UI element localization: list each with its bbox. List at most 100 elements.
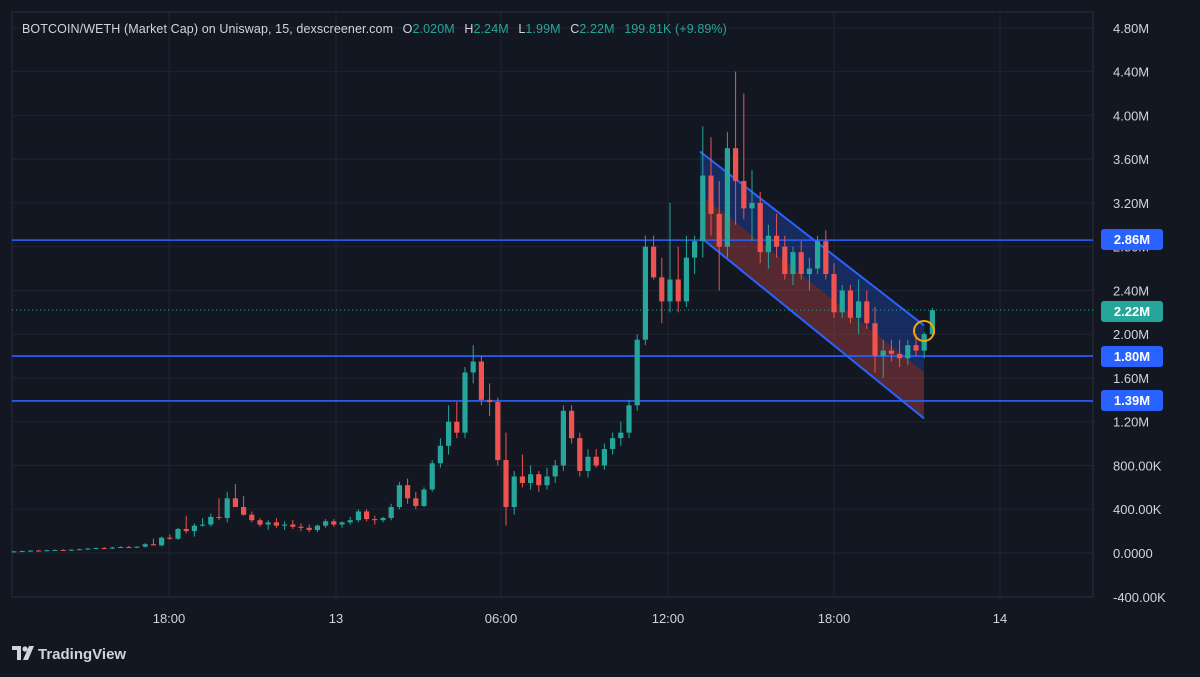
candle-up [806, 268, 812, 275]
candle-down [741, 181, 747, 209]
candle-down [733, 148, 739, 182]
candle-up [856, 301, 862, 318]
candle-down [232, 498, 238, 508]
price-axis[interactable]: 4.80M4.40M4.00M3.60M3.20M2.80M2.40M2.00M… [1113, 21, 1166, 605]
candle-up [396, 485, 402, 508]
horizontal-level-lines [12, 239, 1093, 402]
candle-down [872, 323, 878, 357]
candle-up [626, 405, 632, 433]
candle-up [27, 550, 33, 552]
candle-down [454, 421, 460, 433]
open-value: 2.020M [412, 22, 455, 36]
candle-up [314, 525, 320, 531]
candle-up [880, 350, 886, 357]
candle-down [651, 246, 657, 278]
level-tag-2-86m[interactable]: 2.86M [1101, 229, 1163, 250]
y-tick-label: 1.60M [1113, 371, 1149, 386]
x-tick-label: 18:00 [153, 611, 186, 626]
last-price-tag: 2.22M [1101, 301, 1163, 322]
candle-down [708, 175, 714, 214]
y-tick-label: 4.00M [1113, 108, 1149, 123]
candle-up [68, 549, 74, 551]
candle-up [200, 524, 206, 526]
candle-up [437, 445, 443, 464]
candle-down [167, 537, 173, 539]
candle-down [495, 402, 501, 461]
candle-up [921, 334, 927, 351]
candle-down [298, 526, 304, 528]
candle-up [683, 257, 689, 302]
y-tick-label: 800.00K [1113, 458, 1162, 473]
candle-down [101, 548, 107, 550]
candle-up [323, 521, 329, 526]
candle-up [618, 432, 624, 439]
candle-down [847, 290, 853, 318]
candle-up [224, 498, 230, 518]
candle-down [150, 544, 156, 546]
low-value: 1.99M [525, 22, 561, 36]
tradingview-logo[interactable]: TradingView [12, 646, 126, 663]
candle-up [388, 507, 394, 518]
candles-series [11, 71, 935, 553]
candle-up [421, 489, 427, 506]
candle-up [44, 550, 50, 552]
high-label: H [464, 22, 474, 36]
candle-up [585, 456, 591, 471]
candle-up [339, 522, 345, 525]
candle-up [470, 361, 476, 373]
candle-up [429, 463, 435, 490]
high-value: 2.24M [473, 22, 509, 36]
y-tick-label: 2.00M [1113, 327, 1149, 342]
candle-up [208, 516, 214, 525]
candle-up [667, 279, 673, 302]
y-tick-label: 400.00K [1113, 502, 1162, 517]
candle-down [290, 524, 296, 527]
candle-up [355, 511, 361, 521]
candle-up [610, 438, 616, 450]
candle-up [191, 525, 197, 532]
candle-down [823, 241, 829, 275]
candle-down [519, 476, 525, 483]
candle-up [839, 290, 845, 313]
candle-up [347, 520, 353, 523]
candle-up [765, 235, 771, 253]
candle-up [511, 476, 517, 508]
candle-up [790, 252, 796, 275]
candle-up [528, 474, 534, 483]
candle-up [19, 551, 25, 553]
tradingview-brand: TradingView [38, 646, 127, 663]
symbol-title[interactable]: BOTCOIN/WETH (Market Cap) on Uniswap, 15… [22, 22, 394, 36]
candle-up [749, 202, 755, 209]
candle-down [364, 511, 370, 520]
candle-up [175, 528, 181, 539]
candle-down [798, 252, 804, 275]
chart-markers [913, 320, 935, 342]
candle-up [724, 148, 730, 247]
candle-up [634, 339, 640, 406]
chart-legend-header: BOTCOIN/WETH (Market Cap) on Uniswap, 15… [22, 22, 727, 36]
level-tag-1-39m[interactable]: 1.39M [1101, 390, 1163, 411]
candle-down [675, 279, 681, 302]
y-tick-label: 3.60M [1113, 152, 1149, 167]
candle-down [257, 520, 263, 525]
candle-up [109, 547, 115, 549]
candle-down [659, 277, 665, 302]
candle-down [487, 399, 493, 403]
candle-down [405, 485, 411, 499]
candle-down [913, 345, 919, 351]
candle-down [897, 353, 903, 359]
highlight-circle [913, 320, 935, 342]
candle-up [601, 449, 607, 466]
candle-down [577, 438, 583, 471]
close-value: 2.22M [579, 22, 615, 36]
x-tick-label: 12:00 [652, 611, 685, 626]
candle-up [929, 310, 935, 335]
candle-up [544, 476, 550, 486]
level-tag-1-80m[interactable]: 1.80M [1101, 346, 1163, 367]
candle-up [282, 524, 288, 526]
candle-down [249, 514, 255, 521]
time-axis[interactable]: 18:00 13 06:00 12:00 18:00 14 [153, 611, 1008, 626]
candle-down [716, 213, 722, 247]
candle-down [126, 546, 132, 548]
